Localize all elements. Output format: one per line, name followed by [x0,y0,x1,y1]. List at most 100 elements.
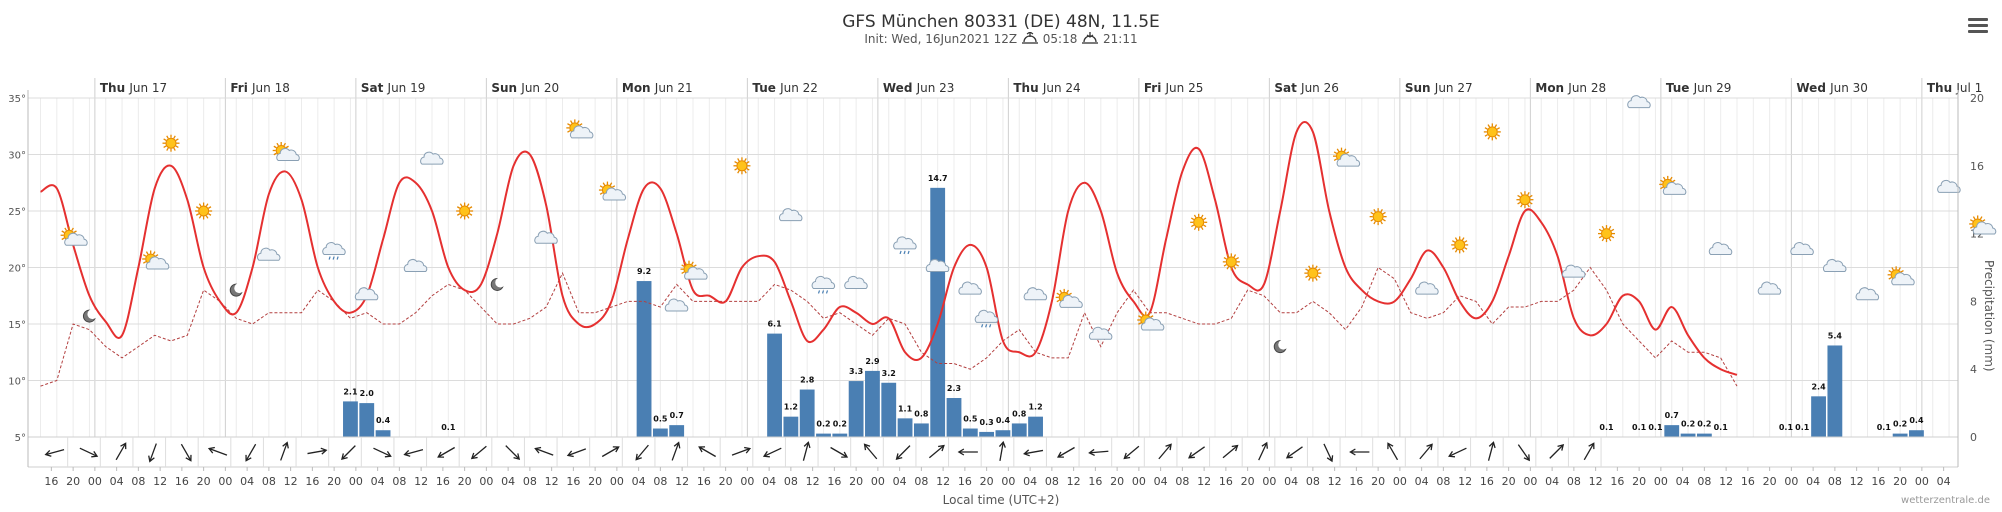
hour-tick-label: 08 [392,475,406,488]
cloud-icon [1023,287,1048,301]
precip-label: 0.2 [1681,420,1695,429]
dewpoint-line [40,266,1738,387]
sunset-time: 21:11 [1103,32,1138,46]
precip-label: 0.1 [1877,423,1892,432]
day-label: Wed Jun 30 [1796,81,1868,95]
precip-bar [1909,430,1924,437]
wind-arrow-icon [1549,444,1565,459]
hour-tick-label: 04 [632,475,646,488]
hamburger-menu-icon[interactable] [1968,18,1988,34]
cloud-icon [1822,259,1847,272]
wind-arrow-icon [1023,449,1044,457]
moon-icon [1273,339,1289,354]
wind-arrow-icon [698,446,716,458]
rain-cloud-icon [925,259,950,277]
hour-tick-label: 12 [1850,475,1864,488]
sunrise-time: 05:18 [1042,32,1078,46]
hour-tick-label: 12 [936,475,950,488]
precip-label: 0.4 [996,416,1011,425]
day-label: Mon Jun 28 [1535,81,1606,95]
precip-label: 0.5 [653,415,668,424]
cloud-icon [1708,242,1733,256]
init-time: Init: Wed, 16Jun2021 12Z [864,32,1018,46]
precip-bar [1680,433,1696,437]
partly-sunny-icon [1659,175,1687,195]
hour-tick-label: 08 [1306,475,1320,488]
hour-tick-label: 08 [1175,475,1189,488]
sun-icon [1369,208,1387,226]
cloud-icon [844,276,868,289]
wind-arrow-icon [44,449,65,457]
hour-tick-label: 04 [1937,475,1951,488]
hour-tick-label: 08 [1828,475,1842,488]
precip-label: 5.4 [1828,331,1843,340]
y-tick-label: 15° [8,320,26,331]
hour-tick-label: 08 [1567,475,1581,488]
wind-arrow-icon [534,446,554,456]
hour-tick-label: 12 [1197,475,1211,488]
hour-tick-label: 08 [262,475,276,488]
hour-tick-label: 20 [458,475,472,488]
partly-sunny-icon [566,119,594,139]
precip-label: 0.1 [1795,423,1810,432]
cloud-icon [420,151,444,165]
hour-tick-label: 00 [1784,475,1798,488]
day-label: Sun Jun 20 [491,81,559,95]
y-tick-label: 35° [8,94,26,105]
y2-tick-label: 20 [1970,92,1984,105]
precip-bar [1664,425,1680,437]
y2-axis-title: Precipitation (mm) [1982,260,1996,372]
partly-sunny-icon [680,260,708,280]
hour-tick-label: 16 [958,475,972,488]
hour-tick-label: 00 [1262,475,1276,488]
wind-arrow-icon [307,447,328,455]
cloud-icon [1088,326,1113,340]
sun-icon [733,157,751,175]
hour-tick-label: 16 [1741,475,1755,488]
hour-tick-label: 16 [1088,475,1102,488]
x-axis-title: Local time (UTC+2) [942,493,1060,507]
precip-label: 3.3 [849,367,863,376]
hour-tick-label: 16 [1219,475,1233,488]
wind-arrow-icon [505,445,521,460]
y2-tick-label: 16 [1970,160,1984,173]
precip-bar [816,433,831,437]
precip-bar [652,428,668,437]
sun-icon [1451,236,1469,254]
hour-tick-label: 00 [1523,475,1537,488]
sun-icon [1304,264,1322,282]
hour-tick-label: 04 [240,475,254,488]
wind-arrow-icon [115,442,127,461]
temperature-line [40,121,1738,376]
rain-cloud-icon [893,236,917,255]
rain-cloud-icon [322,242,346,260]
y-tick-label: 30° [8,151,26,162]
partly-sunny-icon [272,142,300,161]
partly-sunny-icon [1333,147,1361,167]
wind-arrow-icon [998,440,1006,461]
day-label: Tue Jun 29 [1666,81,1732,95]
hour-tick-label: 20 [588,475,602,488]
hour-tick-label: 08 [1436,475,1450,488]
hour-tick-label: 08 [1045,475,1059,488]
credit-label[interactable]: wetterzentrale.de [1901,495,1990,506]
hour-tick-label: 00 [88,475,102,488]
precip-bar [343,401,358,437]
wind-arrow-icon [373,447,392,458]
wind-arrow-icon [635,444,649,461]
wind-arrow-icon [1088,448,1109,457]
chart-title: GFS München 80331 (DE) 48N, 11.5E [842,12,1160,32]
cloud-icon [534,230,558,244]
hour-tick-label: 00 [218,475,232,488]
hour-tick-label: 16 [1349,475,1363,488]
wind-arrow-icon [802,441,811,461]
hour-tick-label: 04 [1415,475,1429,488]
wind-arrow-icon [437,446,455,458]
precip-bar [913,423,929,437]
day-label: Wed Jun 23 [883,81,955,95]
hour-tick-label: 12 [806,475,820,488]
wind-arrow-icon [731,446,752,456]
precip-bar [783,416,799,437]
sunrise-icon [1021,31,1039,44]
precip-bar [1696,433,1712,437]
